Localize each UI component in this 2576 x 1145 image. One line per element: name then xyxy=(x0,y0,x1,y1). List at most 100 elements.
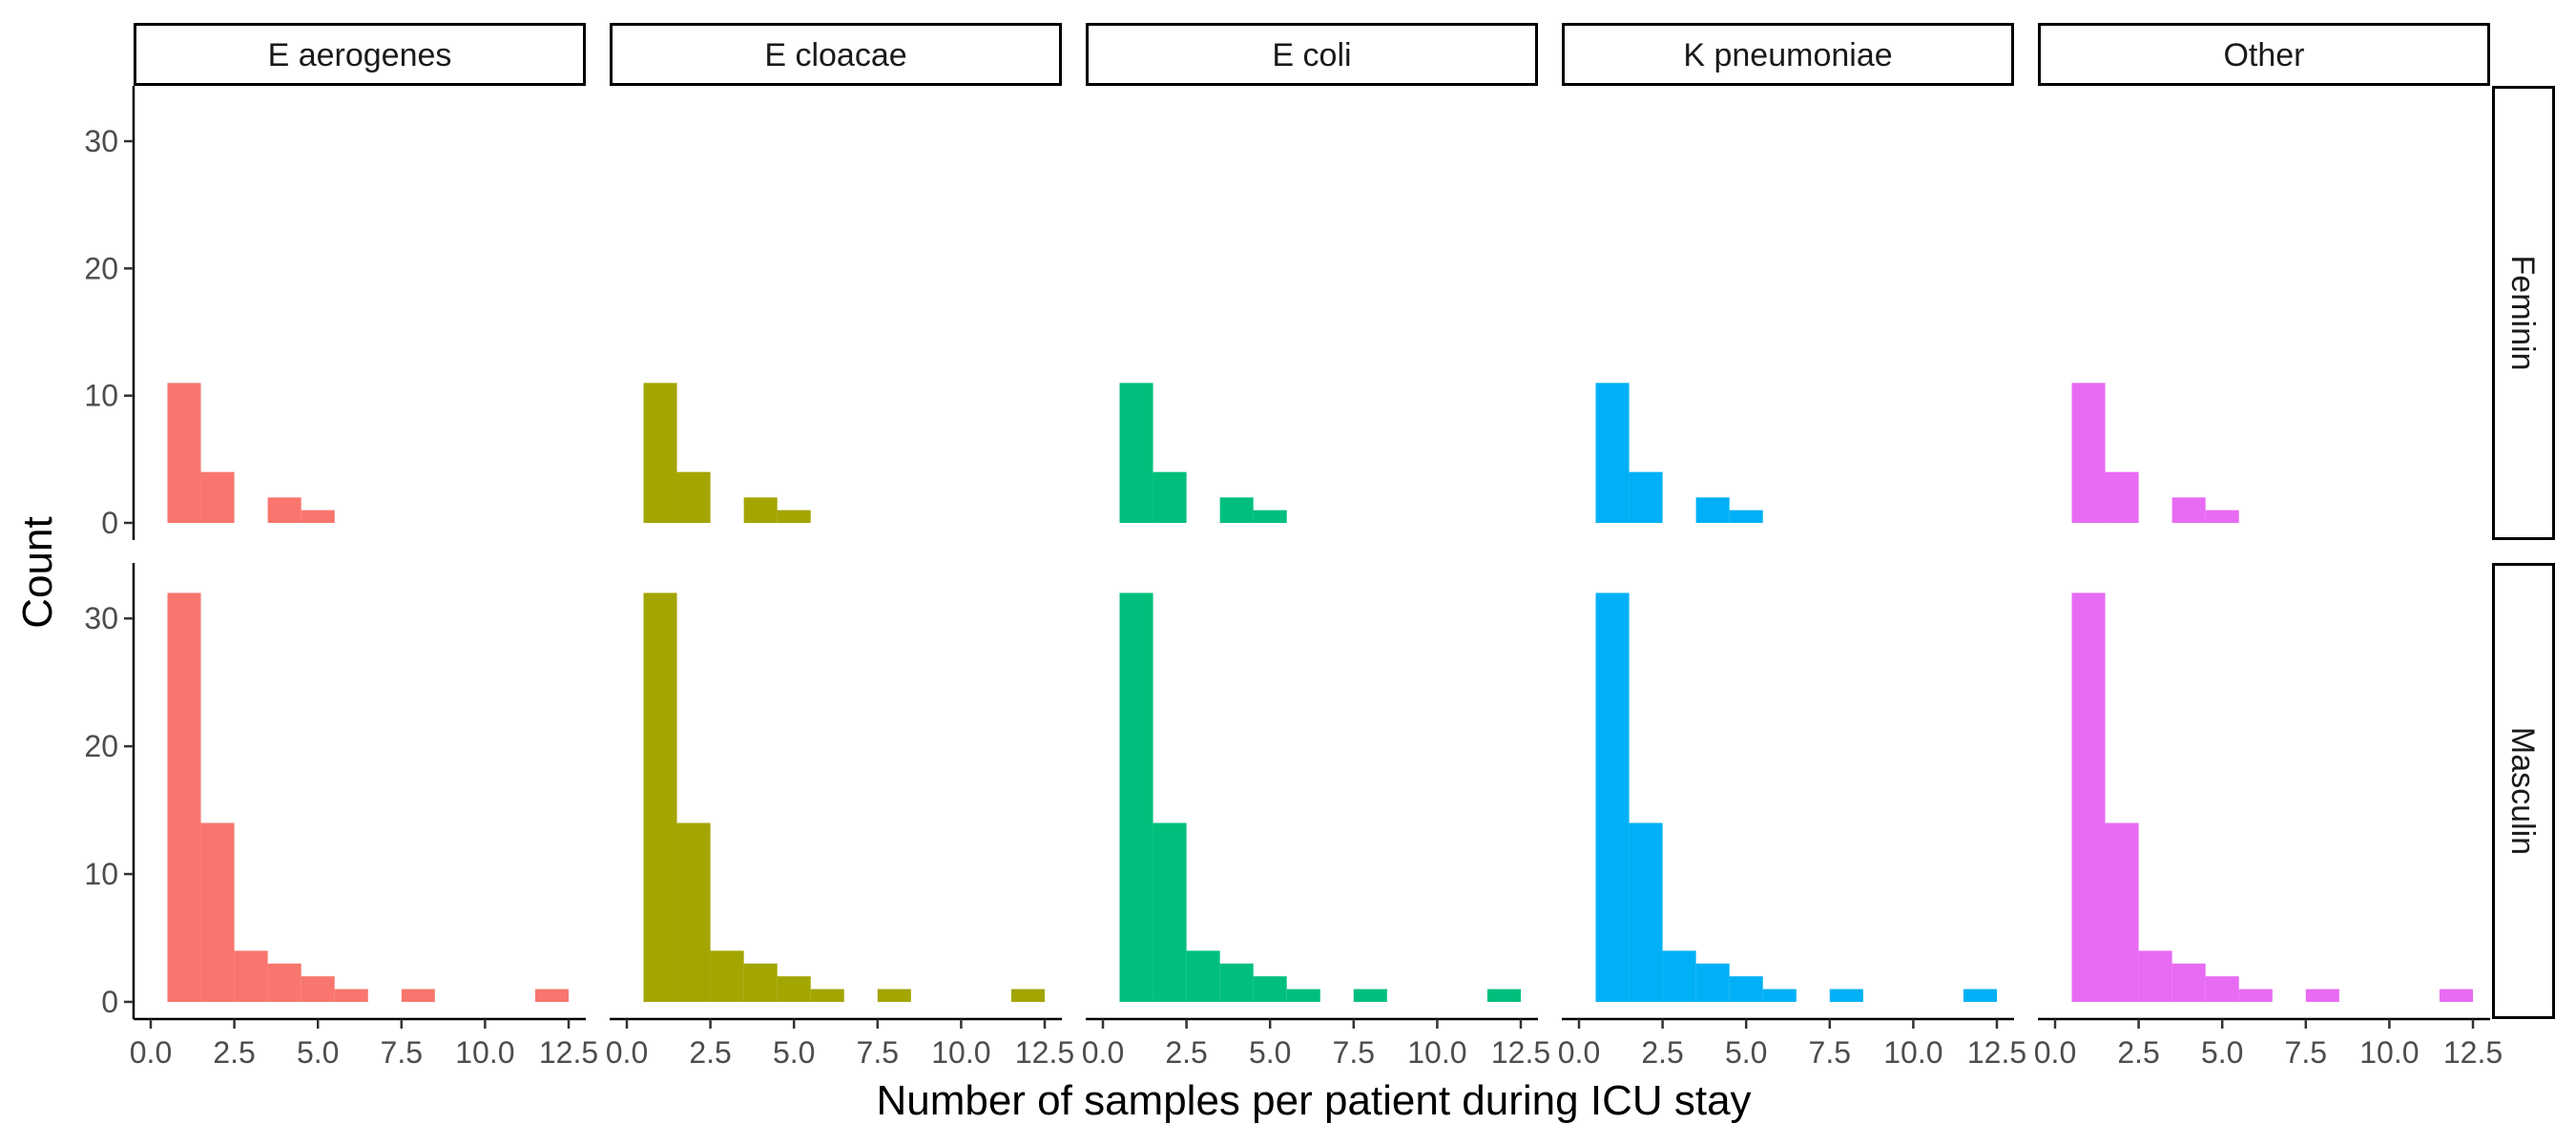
histogram-bar xyxy=(267,963,301,1002)
histogram-bar xyxy=(1595,383,1630,523)
facet-strip-label-other: Other xyxy=(2223,37,2304,73)
histogram-bar xyxy=(2439,989,2473,1002)
facet-strip-e-coli xyxy=(1086,23,1538,86)
histogram-bar xyxy=(234,950,268,1002)
x-tick-label: 7.5 xyxy=(857,1035,899,1070)
histogram-bar xyxy=(2238,989,2273,1002)
histogram-bar xyxy=(1253,510,1287,523)
histogram-bar xyxy=(1662,950,1696,1002)
histogram-bar xyxy=(2205,976,2239,1002)
histogram-bar xyxy=(676,471,711,523)
x-tick-label: 5.0 xyxy=(2201,1035,2243,1070)
histogram-bar xyxy=(1153,822,1187,1002)
x-tick-label: 2.5 xyxy=(1165,1035,1207,1070)
histogram-bar xyxy=(1119,383,1153,523)
y-tick-label: 20 xyxy=(84,251,118,285)
x-tick-label: 5.0 xyxy=(297,1035,339,1070)
facet-strip-label-feminin: Feminin xyxy=(2504,256,2541,371)
histogram-bar xyxy=(301,976,335,1002)
x-tick-label: 12.5 xyxy=(1015,1035,1074,1070)
x-tick-label: 5.0 xyxy=(773,1035,815,1070)
facet-strip-e-aerogenes xyxy=(134,23,586,86)
histogram-bar xyxy=(267,497,301,523)
histogram-bar xyxy=(2205,510,2239,523)
facet-strip-other xyxy=(2038,23,2490,86)
histogram-bar xyxy=(1186,950,1220,1002)
x-tick-label: 10.0 xyxy=(931,1035,990,1070)
y-tick-label: 30 xyxy=(84,601,118,635)
x-tick-label: 0.0 xyxy=(1558,1035,1600,1070)
histogram-bar xyxy=(1729,976,1763,1002)
x-tick-label: 2.5 xyxy=(1641,1035,1683,1070)
facet-strip-label-e-cloacae: E cloacae xyxy=(764,37,906,73)
x-axis-title: Number of samples per patient during ICU… xyxy=(876,1077,1751,1124)
histogram-bar xyxy=(777,510,811,523)
y-tick-label: 30 xyxy=(84,124,118,158)
x-tick-label: 0.0 xyxy=(1082,1035,1124,1070)
x-tick-label: 2.5 xyxy=(689,1035,731,1070)
histogram-bar xyxy=(1695,963,1730,1002)
x-tick-label: 12.5 xyxy=(1967,1035,2026,1070)
histogram-bar xyxy=(1486,989,1521,1002)
y-tick-label: 10 xyxy=(84,379,118,413)
histogram-bar xyxy=(401,989,435,1002)
histogram-bar xyxy=(1629,822,1663,1002)
facet-strip-feminin xyxy=(2492,86,2555,540)
facet-strip-e-cloacae xyxy=(610,23,1062,86)
facet-strip-label-e-coli: E coli xyxy=(1272,37,1351,73)
x-tick-label: 10.0 xyxy=(455,1035,514,1070)
x-tick-label: 0.0 xyxy=(130,1035,172,1070)
histogram-bar xyxy=(301,510,335,523)
histogram-bar xyxy=(2171,963,2206,1002)
histogram-bar xyxy=(200,822,235,1002)
histogram-bar xyxy=(2171,497,2206,523)
x-tick-label: 2.5 xyxy=(213,1035,255,1070)
histogram-bar xyxy=(1963,989,1997,1002)
facet-strip-k-pneumoniae xyxy=(1562,23,2014,86)
histogram-bar xyxy=(167,383,201,523)
y-tick-label: 10 xyxy=(84,857,118,891)
histogram-bar xyxy=(743,497,778,523)
x-tick-label: 5.0 xyxy=(1725,1035,1767,1070)
histogram-bar xyxy=(777,976,811,1002)
x-tick-label: 12.5 xyxy=(1491,1035,1550,1070)
histogram-bar xyxy=(1219,497,1254,523)
x-tick-label: 0.0 xyxy=(2034,1035,2076,1070)
histogram-bar xyxy=(1219,963,1254,1002)
x-tick-label: 7.5 xyxy=(381,1035,423,1070)
histogram-bar xyxy=(2105,822,2139,1002)
x-tick-label: 5.0 xyxy=(1249,1035,1291,1070)
histogram-bar xyxy=(1286,989,1320,1002)
histogram-bar xyxy=(1119,593,1153,1002)
histogram-bar xyxy=(2071,383,2106,523)
histogram-bar xyxy=(1595,593,1630,1002)
y-axis-title: Count xyxy=(14,516,61,628)
histogram-bar xyxy=(643,383,677,523)
histogram-bar xyxy=(1762,989,1797,1002)
histogram-bar xyxy=(2305,989,2339,1002)
histogram-bar xyxy=(676,822,711,1002)
histogram-bar xyxy=(1010,989,1045,1002)
x-tick-label: 7.5 xyxy=(1333,1035,1375,1070)
histogram-bar xyxy=(2138,950,2172,1002)
histogram-bar xyxy=(200,471,235,523)
x-tick-label: 2.5 xyxy=(2117,1035,2159,1070)
y-tick-label: 0 xyxy=(101,985,118,1019)
histogram-bar xyxy=(2071,593,2106,1002)
histogram-bar xyxy=(534,989,569,1002)
x-tick-label: 7.5 xyxy=(1809,1035,1851,1070)
histogram-bar xyxy=(1253,976,1287,1002)
x-tick-label: 10.0 xyxy=(2359,1035,2419,1070)
histogram-bar xyxy=(167,593,201,1002)
facet-strip-label-e-aerogenes: E aerogenes xyxy=(268,37,452,73)
histogram-bar xyxy=(643,593,677,1002)
histogram-bar xyxy=(1729,510,1763,523)
histogram-bar xyxy=(710,950,744,1002)
x-tick-label: 12.5 xyxy=(539,1035,598,1070)
histogram-bar xyxy=(1629,471,1663,523)
facet-strip-masculin xyxy=(2492,563,2555,1019)
x-tick-label: 7.5 xyxy=(2285,1035,2327,1070)
histogram-bar xyxy=(2105,471,2139,523)
histogram-bar xyxy=(877,989,911,1002)
histogram-bar xyxy=(1695,497,1730,523)
